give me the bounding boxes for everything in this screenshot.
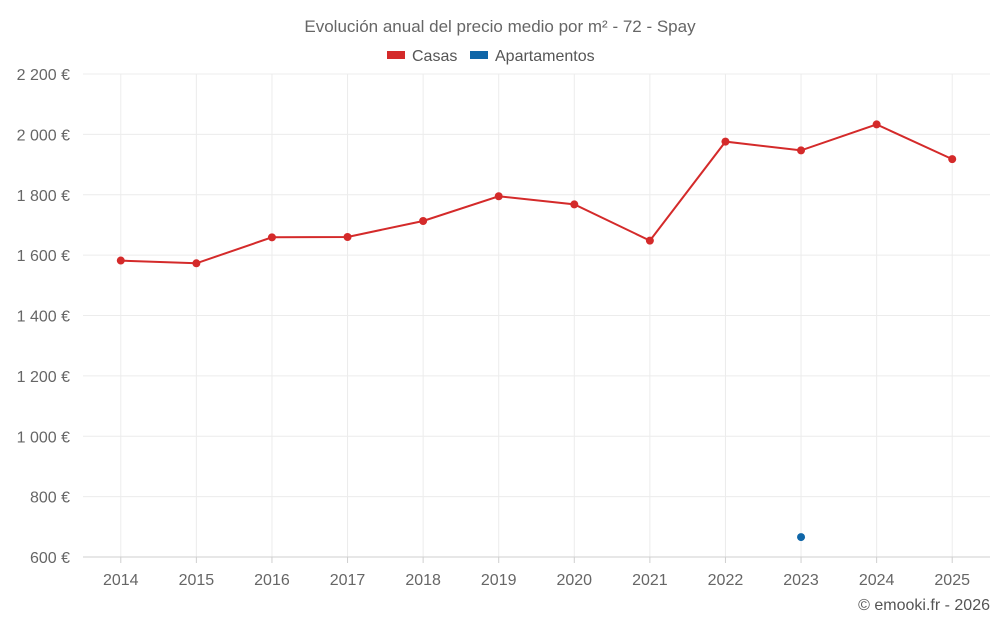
x-tick-label: 2020 bbox=[556, 572, 592, 589]
credit: © emooki.fr - 2026 bbox=[858, 597, 990, 614]
data-point-casas-2023[interactable] bbox=[797, 146, 806, 155]
legend-label-apartamentos[interactable]: Apartamentos bbox=[495, 48, 595, 65]
y-tick-label: 600 € bbox=[30, 550, 70, 567]
x-tick-label: 2022 bbox=[708, 572, 744, 589]
x-tick-label: 2021 bbox=[632, 572, 668, 589]
legend-swatch-casas[interactable] bbox=[387, 51, 405, 59]
grid bbox=[83, 73, 990, 557]
legend-swatch-apartamentos[interactable] bbox=[470, 51, 488, 59]
x-tick-label: 2019 bbox=[481, 572, 517, 589]
data-point-casas-2017[interactable] bbox=[343, 233, 352, 242]
data-point-casas-2020[interactable] bbox=[570, 200, 579, 209]
data-point-casas-2015[interactable] bbox=[192, 259, 201, 268]
data-point-casas-2022[interactable] bbox=[721, 137, 730, 146]
x-tick-label: 2023 bbox=[783, 572, 819, 589]
y-tick-label: 1 200 € bbox=[17, 369, 70, 386]
series-line-casas bbox=[120, 123, 953, 265]
x-tick-label: 2016 bbox=[254, 572, 290, 589]
data-point-apartamentos-2023[interactable] bbox=[797, 533, 806, 542]
y-tick-label: 2 000 € bbox=[17, 127, 70, 144]
x-tick-label: 2025 bbox=[934, 572, 970, 589]
legend-label-casas[interactable]: Casas bbox=[412, 48, 457, 65]
data-point-casas-2014[interactable] bbox=[116, 256, 125, 265]
legend: Casas Apartamentos bbox=[387, 48, 595, 65]
x-tick-label: 2017 bbox=[330, 572, 366, 589]
x-axis: 2014 2015 2016 2017 2018 2019 2020 2021 2022 2023… bbox=[83, 556, 990, 589]
x-tick-label: 2014 bbox=[103, 572, 139, 589]
data-point-casas-2021[interactable] bbox=[645, 236, 654, 245]
data-point-casas-2025[interactable] bbox=[948, 155, 957, 164]
y-axis: 600 € 800 € 1 000 € 1 200 € 1 400 € 1 600 € 1 … bbox=[17, 67, 70, 567]
y-tick-label: 1 000 € bbox=[17, 429, 70, 446]
y-tick-label: 2 200 € bbox=[17, 67, 70, 84]
x-tick-label: 2015 bbox=[179, 572, 215, 589]
x-tick-label: 2024 bbox=[859, 572, 895, 589]
x-tick-label: 2018 bbox=[405, 572, 441, 589]
data-point-casas-2019[interactable] bbox=[494, 192, 503, 201]
data-point-casas-2016[interactable] bbox=[267, 233, 276, 242]
data-point-casas-2024[interactable] bbox=[872, 120, 881, 129]
chart-title: Evolución anual del precio medio por m² … bbox=[304, 17, 696, 36]
series-layer bbox=[116, 120, 957, 542]
y-tick-label: 1 800 € bbox=[17, 188, 70, 205]
y-tick-label: 1 600 € bbox=[17, 248, 70, 265]
y-tick-label: 800 € bbox=[30, 490, 70, 507]
y-tick-label: 1 400 € bbox=[17, 309, 70, 326]
data-point-casas-2018[interactable] bbox=[419, 217, 428, 226]
